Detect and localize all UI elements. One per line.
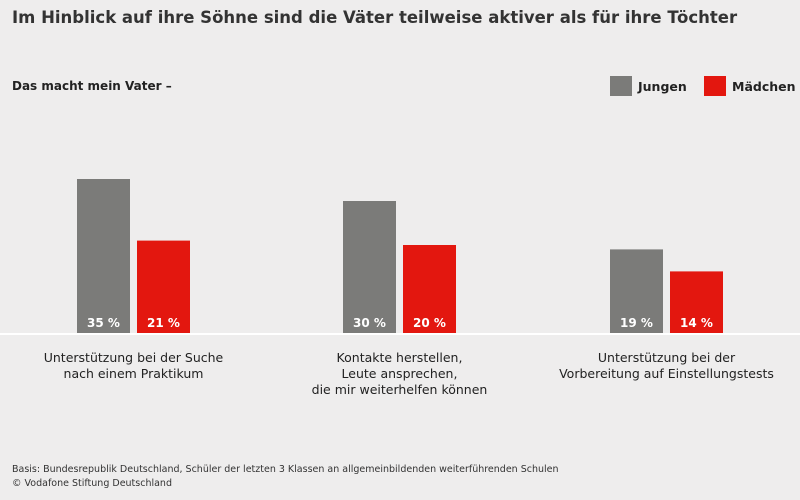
legend-swatch [610, 76, 632, 96]
bar-mädchen-2 [670, 271, 723, 333]
legend-label: Mädchen [732, 78, 796, 94]
data-label: 30 % [353, 316, 386, 330]
bar-jungen-0 [77, 179, 130, 333]
data-label: 20 % [413, 316, 446, 330]
legend-item-jungen: Jungen [610, 76, 687, 96]
data-label: 21 % [147, 316, 180, 330]
legend-swatch [704, 76, 726, 96]
data-label: 14 % [680, 316, 713, 330]
bar-jungen-2 [610, 249, 663, 333]
bar-mädchen-1 [403, 245, 456, 333]
footer-copyright: © Vodafone Stiftung Deutschland [12, 478, 172, 489]
legend-item-maedchen: Mädchen [704, 76, 796, 96]
category-label: Unterstützung bei der Suche nach einem Pr… [43, 350, 224, 381]
footer: Basis: Bundesrepublik Deutschland, Schül… [12, 463, 559, 491]
category-label: Unterstützung bei der Vorbereitung auf Ei… [559, 350, 774, 381]
data-label: 35 % [87, 316, 120, 330]
bar-mädchen-0 [137, 240, 190, 333]
category-label: Kontakte herstellen, Leute ansprechen, die… [311, 350, 488, 397]
chart-subtitle: Das macht mein Vater – [12, 79, 172, 93]
legend-label: Jungen [638, 78, 687, 94]
chart-title: Im Hinblick auf ihre Söhne sind die Väte… [12, 8, 738, 27]
footer-basis: Basis: Bundesrepublik Deutschland, Schül… [12, 464, 559, 475]
bar-jungen-1 [343, 201, 396, 333]
data-label: 19 % [620, 316, 653, 330]
